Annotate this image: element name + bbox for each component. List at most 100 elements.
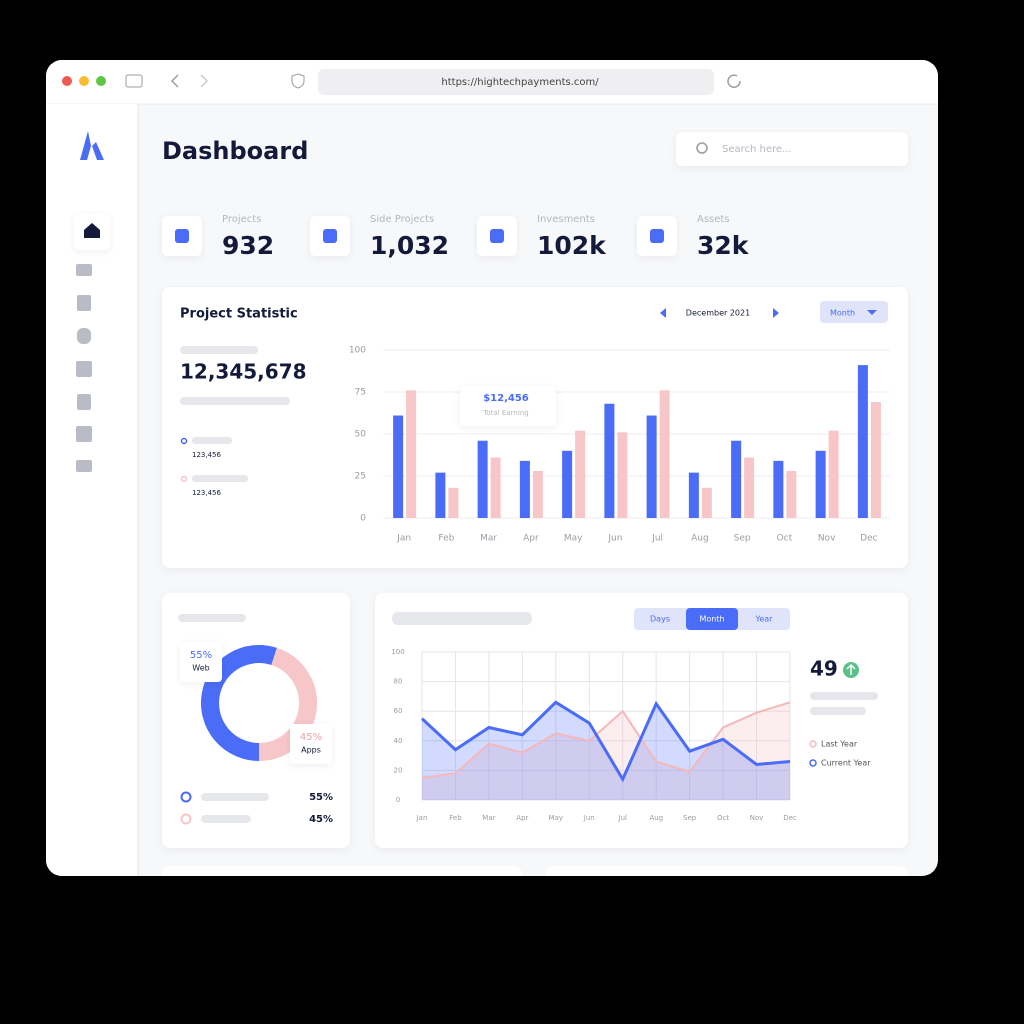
placeholder [201,815,251,823]
stat-label: Projects [222,214,261,225]
card-title: Project Statistic [180,307,298,322]
bar [435,472,446,518]
line-card [375,593,908,848]
bar [448,487,459,518]
legend-marker [180,437,188,445]
page-title: Dashboard [162,137,308,165]
legend-marker [180,791,192,803]
address-bar[interactable] [318,69,714,95]
legend-value: 123,456 [192,489,221,497]
bar [828,430,839,518]
x-tick-label: Sep [683,814,697,822]
trend-arrow [846,663,856,675]
close-button[interactable] [62,76,72,86]
x-tick-label: Sep [734,534,751,544]
legend-marker [180,813,192,825]
y-tick-label: 0 [360,514,366,524]
x-tick-label: Oct [717,814,729,822]
placeholder [810,707,866,715]
forward-button[interactable] [200,74,209,88]
x-tick-label: Feb [438,534,454,544]
stat-label: Side Projects [370,214,434,225]
bar [701,487,712,518]
nav-icon[interactable] [77,328,91,344]
x-tick-label: Mar [480,534,497,544]
x-tick-label: Jun [607,534,622,544]
stat-icon [175,229,189,243]
stat-icon [323,229,337,243]
sidebar-toggle[interactable] [125,74,143,88]
placeholder [810,692,878,700]
stat-value: 1,032 [370,231,449,260]
tab[interactable]: Year [755,615,774,624]
bar [490,457,501,518]
stat-value: 32k [697,231,750,260]
x-tick-label: Aug [691,534,709,544]
nav-icon[interactable] [76,460,92,472]
x-tick-label: Nov [818,534,836,544]
x-tick-label: May [564,534,583,544]
y-tick-label: 60 [394,707,403,715]
y-tick-label: 25 [355,472,366,482]
bar [646,415,657,518]
prev-button[interactable] [660,308,666,318]
x-tick-label: Jan [396,534,411,544]
maximize-button[interactable] [96,76,106,86]
bar [617,432,628,518]
legend-marker [180,475,188,483]
shield-icon [291,73,305,89]
bar [519,460,530,518]
tab[interactable]: Days [650,615,670,624]
nav-icon[interactable] [76,361,92,377]
y-tick-label: 80 [394,678,403,686]
x-tick-label: Aug [649,814,663,822]
tab[interactable]: Month [699,615,724,624]
back-button[interactable] [170,74,179,88]
x-tick-label: Apr [516,814,528,822]
headline: 49 [810,657,838,681]
line [421,701,791,779]
placeholder [180,397,290,405]
donut-percent: 55% [190,650,212,661]
nav-icon[interactable] [76,426,92,442]
legend-value: 55% [309,792,333,803]
bar [562,450,573,518]
stat-icon [650,229,664,243]
bar-card [162,287,908,568]
y-tick-label: 100 [391,648,404,656]
search-box[interactable] [676,132,908,166]
x-tick-label: Jun [583,814,595,822]
card [546,866,908,876]
next-button[interactable] [773,308,779,318]
stat-value: 932 [222,231,274,260]
placeholder [192,475,248,482]
bar [532,470,543,518]
reload-button[interactable] [727,74,741,88]
legend-label: Current Year [821,759,871,768]
search-placeholder: Search here... [722,144,792,155]
period-dropdown[interactable] [820,301,888,323]
legend-label: Last Year [821,740,858,749]
donut-card [162,593,350,848]
donut-segment [258,647,317,761]
bar [688,472,699,518]
x-tick-label: Apr [523,534,539,544]
placeholder [180,346,258,354]
logo[interactable] [80,131,104,160]
nav-icon[interactable] [77,394,91,410]
minimize-button[interactable] [79,76,89,86]
bar [870,402,881,518]
bar [406,390,417,518]
legend-value: 123,456 [192,451,221,459]
placeholder [178,614,246,622]
nav-icon[interactable] [77,295,91,311]
tooltip-value: $12,456 [483,393,529,404]
x-tick-label: Dec [860,534,877,544]
legend-value: 45% [309,814,333,825]
total: 12,345,678 [180,360,307,384]
placeholder [392,612,532,625]
bar [604,403,615,518]
nav-icon[interactable] [76,264,92,276]
y-tick-label: 75 [355,388,366,398]
y-tick-label: 50 [355,430,367,440]
